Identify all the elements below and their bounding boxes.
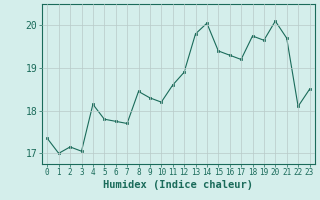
X-axis label: Humidex (Indice chaleur): Humidex (Indice chaleur) <box>103 180 253 190</box>
